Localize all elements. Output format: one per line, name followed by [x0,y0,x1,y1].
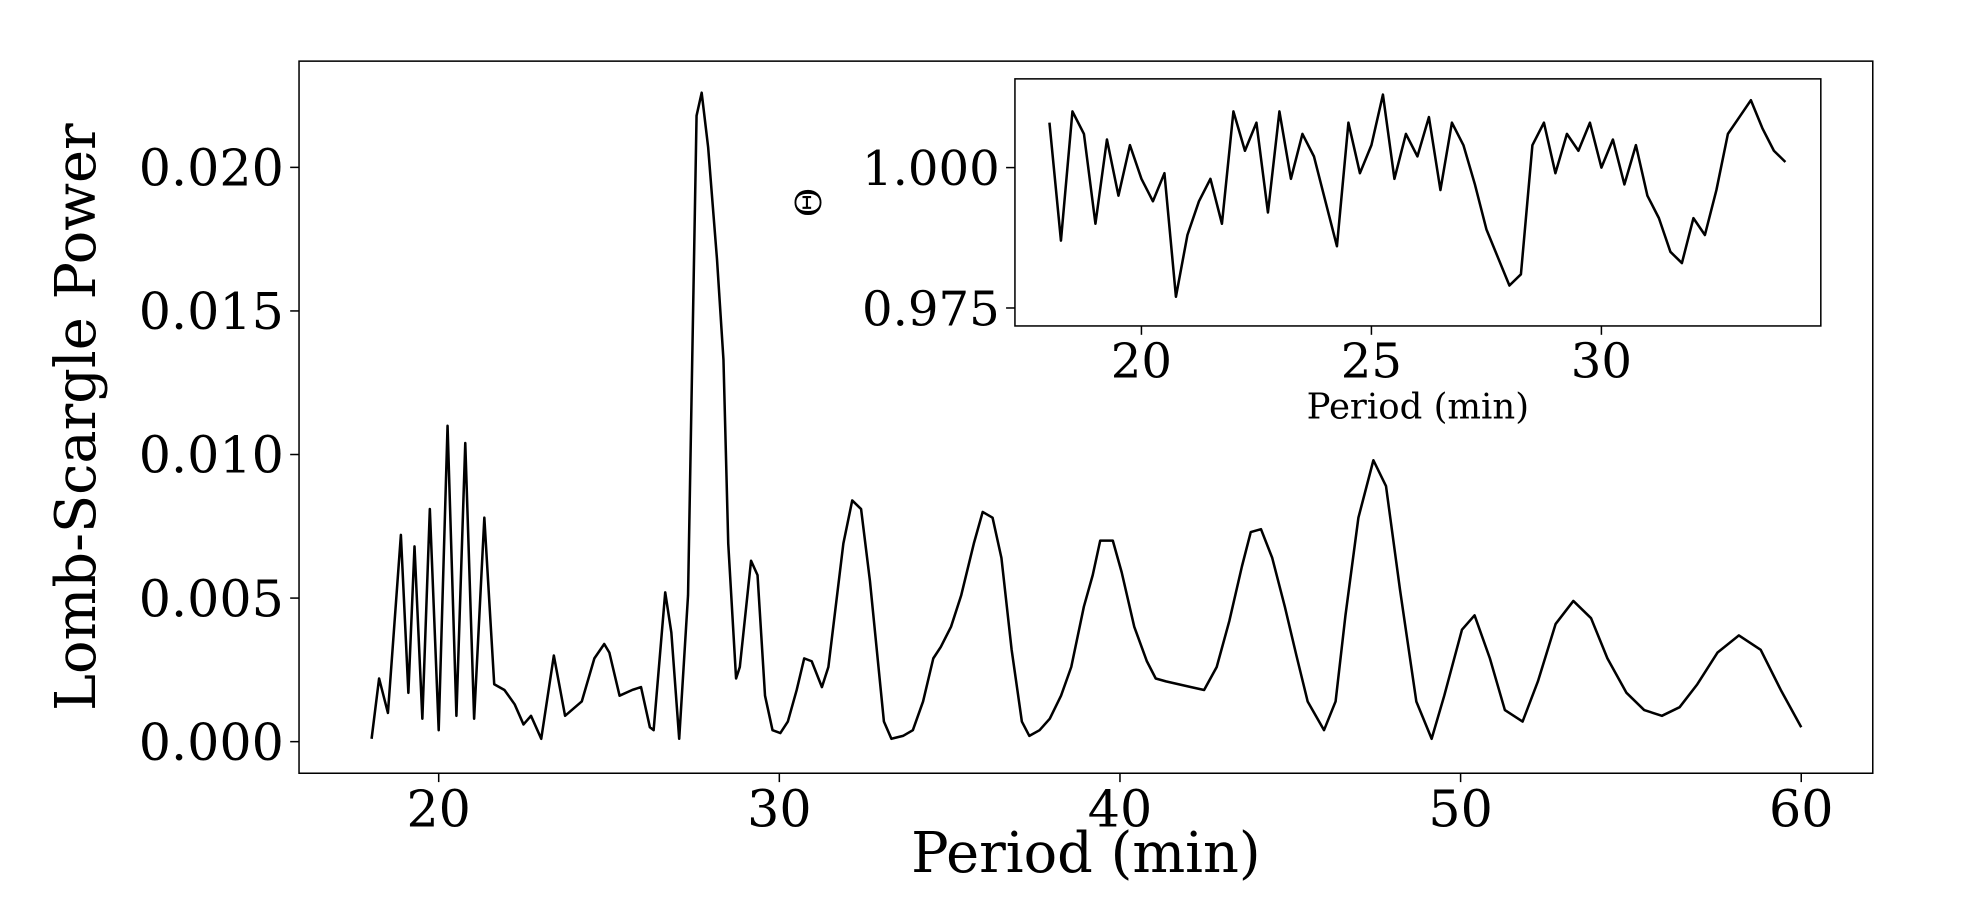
data-line [1048,93,1787,299]
x-axis-label: Period (min) [911,821,1261,886]
x-tick-label: 60 [1769,779,1833,838]
axes-frame [298,60,1874,775]
x-tick-label: 20 [1111,333,1172,389]
x-axis-label: Period (min) [1307,386,1529,427]
x-tick-label: 20 [406,779,470,838]
y-axis-label: Θ [789,188,830,217]
y-tick-label: 0.000 [139,713,284,772]
y-tick-label: 0.005 [139,569,284,628]
x-tick-label: 40 [1088,779,1152,838]
axes-frame [1014,78,1822,327]
x-tick-label: 30 [1571,333,1632,389]
y-tick-label: 0.015 [139,282,284,341]
y-axis-label: Lomb-Scargle Power [44,123,109,711]
x-tick-label: 30 [747,779,811,838]
y-tick-label: 0.975 [862,281,1000,337]
y-tick-label: 0.020 [139,139,284,198]
x-tick-label: 25 [1341,333,1402,389]
y-tick-label: 0.010 [139,426,284,485]
x-tick-label: 50 [1428,779,1492,838]
data-line [370,91,1803,741]
y-tick-label: 1.000 [862,141,1000,197]
inset-background [1014,78,1821,326]
